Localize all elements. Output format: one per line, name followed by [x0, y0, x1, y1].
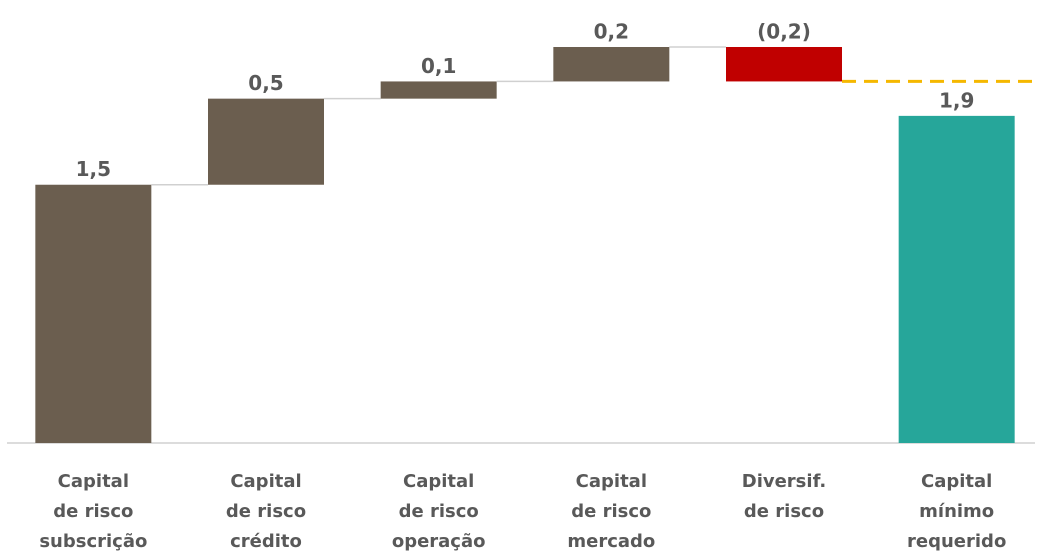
x-tick-label: requerido [907, 531, 1006, 552]
x-tick-label: Diversif. [742, 471, 827, 492]
value-label: 0,5 [248, 71, 283, 95]
value-label: 0,2 [594, 20, 629, 44]
x-tick-label: Capital [921, 471, 992, 492]
x-tick-label: Capital [230, 471, 301, 492]
bar [726, 47, 842, 82]
x-tick-label: de risco [399, 501, 479, 522]
value-label: 1,9 [939, 88, 974, 112]
value-label: 1,5 [76, 157, 111, 181]
x-tick-label: de risco [53, 501, 133, 522]
bar [35, 184, 152, 443]
x-tick-label: Capital [403, 471, 474, 492]
x-tick-label: de risco [226, 501, 306, 522]
value-label: 0,1 [421, 54, 456, 78]
bar [380, 81, 497, 99]
x-tick-label: de risco [571, 501, 651, 522]
x-tick-label: Capital [58, 471, 129, 492]
x-tick-label: mínimo [919, 501, 994, 522]
x-tick-label: de risco [744, 501, 824, 522]
x-tick-label: Capital [576, 471, 647, 492]
x-tick-label: mercado [567, 531, 655, 552]
bar [898, 115, 1015, 443]
x-tick-label: subscrição [39, 531, 147, 552]
bar [208, 98, 324, 185]
x-tick-label: crédito [230, 531, 302, 552]
x-tick-label: operação [392, 531, 486, 552]
bar [553, 47, 670, 82]
value-label: (0,2) [757, 20, 811, 44]
